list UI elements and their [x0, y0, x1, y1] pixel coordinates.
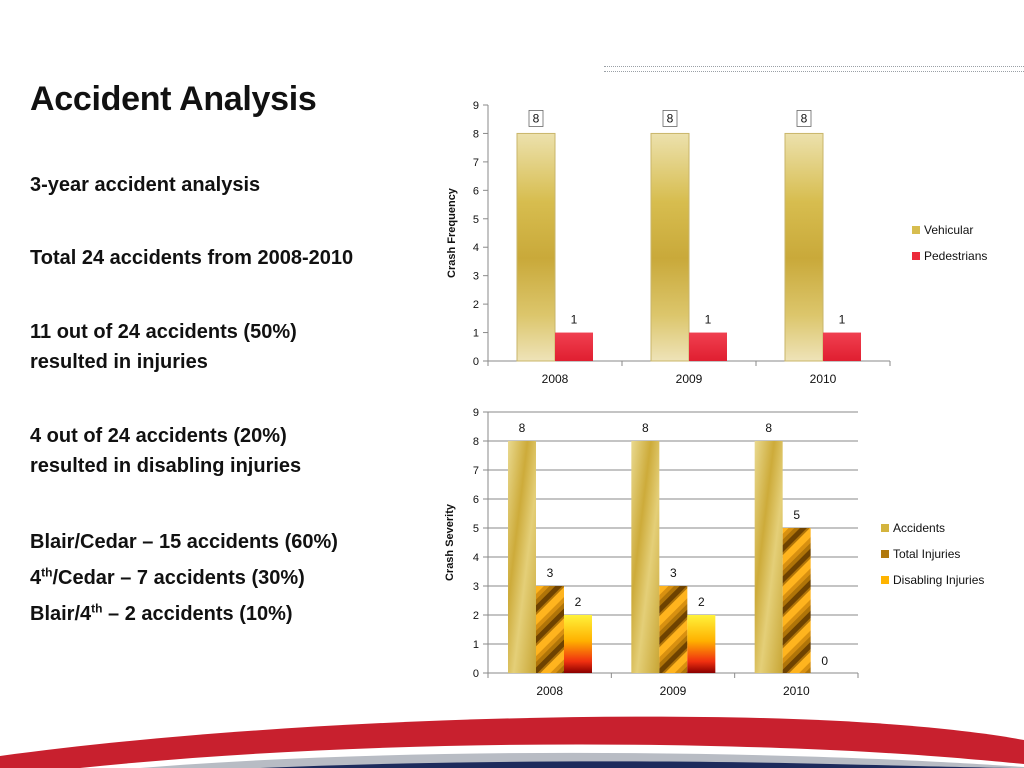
chart-severity-bar-accidents-2010 [754, 441, 783, 673]
chart-frequency-bar-pedestrians-2008 [555, 332, 593, 361]
chart-frequency-y-axis-title: Crash Frequency [446, 187, 458, 278]
chart-severity-data-label-disabling-injuries-2008: 2 [575, 595, 582, 609]
chart-severity-y-tick-label-0: 0 [473, 668, 479, 680]
chart-frequency-data-label-pedestrians-2009: 1 [705, 313, 712, 327]
chart-severity-bar-accidents-2008 [508, 441, 536, 673]
bullet-blair-4th-sup: th [91, 601, 103, 616]
bullet-disabling-line-2: resulted in disabling injuries [30, 455, 302, 477]
chart-frequency-y-tick-label-5: 5 [473, 214, 479, 226]
bullet-4th-cedar-prefix: 4 [30, 567, 42, 589]
bullet-4th-cedar-sup: th [41, 565, 53, 580]
chart-severity-y-axis-title: Crash Severity [444, 503, 456, 581]
chart-severity-data-label-total-injuries-2008: 3 [547, 566, 554, 580]
chart-severity-x-label-2010: 2010 [783, 684, 810, 698]
chart-severity-y-tick-label-7: 7 [473, 465, 479, 477]
chart-frequency-legend-swatch-pedestrians [912, 252, 920, 260]
chart-severity-legend-swatch-disabling-injuries [881, 576, 889, 584]
chart-severity-x-label-2008: 2008 [536, 684, 563, 698]
chart-severity-data-label-accidents-2008: 8 [519, 421, 526, 435]
bullet-4th-cedar-text: /Cedar – 7 accidents (30%) [52, 567, 305, 589]
chart-severity-data-label-total-injuries-2009: 3 [670, 566, 677, 580]
chart-severity-y-tick-label-3: 3 [473, 581, 479, 593]
chart-severity-y-tick-label-1: 1 [473, 639, 479, 651]
chart-severity-bar-accidents-2009 [631, 441, 660, 673]
chart-frequency-bar-vehicular-2009 [650, 132, 690, 362]
chart-severity-y-tick-label-5: 5 [473, 523, 479, 535]
bullet-injury-line-1: 11 out of 24 accidents (50%) [30, 321, 297, 343]
chart-frequency-data-label-box-vehicular-2009 [662, 110, 678, 127]
chart-frequency-y-tick-label-2: 2 [473, 299, 479, 311]
chart-frequency-data-label-vehicular-2008: 8 [533, 111, 540, 125]
crash-frequency-chart: 0 1 2 3 4 5 6 7 8 9 Crash Frequency 2008 8 1 2009 8 1 201… [446, 100, 987, 386]
swoosh-navy-band [260, 761, 1024, 768]
chart-severity-bar-disabling-injuries-2009 [687, 615, 716, 673]
chart-frequency-data-label-pedestrians-2008: 1 [571, 313, 578, 327]
chart-severity-legend-swatch-total-injuries [881, 550, 889, 558]
chart-severity-y-tick-label-8: 8 [473, 436, 479, 448]
title-dotted-rule [604, 66, 1024, 78]
chart-frequency-bar-pedestrians-2010 [823, 332, 861, 361]
chart-frequency-y-tick-label-1: 1 [473, 328, 479, 340]
chart-severity-bar-total-injuries-2010 [782, 528, 811, 673]
chart-severity-data-label-accidents-2009: 8 [642, 421, 649, 435]
chart-frequency-data-label-pedestrians-2010: 1 [839, 313, 846, 327]
chart-frequency-x-label-2010: 2010 [810, 372, 837, 386]
slide-title: Accident Analysis [30, 80, 317, 118]
chart-severity-y-tick-label-6: 6 [473, 494, 479, 506]
bullet-injury-accidents: 11 out of 24 accidents (50%) resulted in… [30, 317, 297, 377]
chart-frequency-y-tick-label-7: 7 [473, 157, 479, 169]
chart-severity-bar-total-injuries-2009 [659, 586, 688, 673]
crash-severity-chart: 0 1 2 3 4 5 6 7 8 9 Crash Severity 2008 8 3 2 2009 8 3 2 20… [444, 407, 984, 698]
bullet-blair-cedar: Blair/Cedar – 15 accidents (60%) [30, 531, 338, 553]
bullet-blair-4th-text: – 2 accidents (10%) [102, 603, 293, 625]
chart-frequency-data-label-box-vehicular-2010 [796, 110, 812, 127]
bullet-disabling-line-1: 4 out of 24 accidents (20%) [30, 425, 287, 447]
chart-severity-bar-disabling-injuries-2008 [564, 615, 592, 673]
chart-severity-data-label-total-injuries-2010: 5 [793, 508, 800, 522]
chart-severity-data-label-disabling-injuries-2010: 0 [821, 654, 828, 668]
chart-severity-y-tick-label-9: 9 [473, 407, 479, 419]
chart-severity-legend-swatch-accidents [881, 524, 889, 532]
chart-frequency-data-label-vehicular-2010: 8 [801, 111, 808, 125]
chart-severity-legend-label-accidents: Accidents [893, 521, 945, 535]
bullet-analysis-period: 3-year accident analysis [30, 174, 261, 196]
bullet-blair-4th-prefix: Blair/4 [30, 603, 92, 625]
chart-frequency-y-tick-label-3: 3 [473, 271, 479, 283]
bullet-blair-4th: Blair/4th – 2 accidents (10%) [30, 599, 293, 629]
chart-severity-y-tick-label-4: 4 [473, 552, 479, 564]
chart-frequency-x-label-2009: 2009 [676, 372, 703, 386]
chart-frequency-data-label-box-vehicular-2008 [528, 110, 544, 127]
chart-frequency-bar-vehicular-2010 [784, 132, 824, 362]
decorative-swoosh-footer [0, 716, 1024, 768]
chart-frequency-y-tick-label-6: 6 [473, 185, 479, 197]
bullet-4th-cedar: 4th/Cedar – 7 accidents (30%) [30, 563, 305, 593]
bullet-total-accidents: Total 24 accidents from 2008-2010 [30, 247, 354, 269]
bullet-disabling-accidents: 4 out of 24 accidents (20%) resulted in … [30, 421, 301, 481]
chart-frequency-legend-label-pedestrians: Pedestrians [924, 249, 987, 263]
chart-severity-y-tick-label-2: 2 [473, 610, 479, 622]
chart-severity-legend-label-total-injuries: Total Injuries [893, 547, 960, 561]
chart-frequency-y-tick-label-9: 9 [473, 100, 479, 112]
chart-severity-bar-total-injuries-2008 [536, 586, 564, 673]
chart-frequency-y-tick-label-4: 4 [473, 242, 479, 254]
bullet-injury-line-2: resulted in injuries [30, 351, 208, 373]
chart-severity-legend-label-disabling-injuries: Disabling Injuries [893, 573, 984, 587]
chart-frequency-x-label-2008: 2008 [542, 372, 569, 386]
chart-severity-data-label-accidents-2010: 8 [765, 421, 772, 435]
chart-frequency-legend-swatch-vehicular [912, 226, 920, 234]
chart-severity-data-label-disabling-injuries-2009: 2 [698, 595, 705, 609]
chart-severity-x-label-2009: 2009 [660, 684, 687, 698]
chart-frequency-bar-pedestrians-2009 [689, 332, 727, 361]
chart-frequency-bar-vehicular-2008 [516, 132, 556, 362]
chart-frequency-y-tick-label-8: 8 [473, 128, 479, 140]
chart-frequency-legend-label-vehicular: Vehicular [924, 223, 973, 237]
chart-frequency-data-label-vehicular-2009: 8 [667, 111, 674, 125]
chart-frequency-y-tick-label-0: 0 [473, 356, 479, 368]
